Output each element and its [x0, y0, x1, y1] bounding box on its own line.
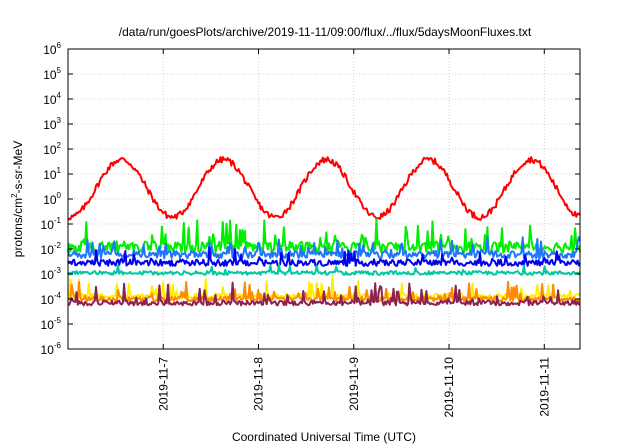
y-label-superscript: 2 — [10, 193, 19, 198]
y-tick-label: 10-3 — [41, 266, 62, 282]
y-tick-label: 10-1 — [41, 216, 62, 232]
flux-series-line — [67, 156, 581, 222]
y-axis-label: protons/cm2-s-sr-MeV — [10, 141, 25, 257]
x-tick-label: 2019-11-10 — [442, 357, 456, 418]
y-tick-label: 10-4 — [41, 291, 62, 307]
flux-series-line — [67, 263, 581, 276]
y-tick-label: 101 — [43, 166, 61, 182]
x-axis-label: Coordinated Universal Time (UTC) — [232, 430, 416, 444]
flux-series-line — [67, 236, 581, 260]
flux-series-line — [67, 281, 581, 307]
y-tick-label: 10-5 — [41, 316, 62, 332]
y-tick-label: 10-6 — [41, 341, 62, 357]
y-tick-label: 10-2 — [41, 241, 62, 257]
chart-title: /data/run/goesPlots/archive/2019-11-11/0… — [119, 25, 532, 39]
flux-series-line — [67, 246, 581, 267]
y-label-prefix: protons/cm — [11, 198, 25, 257]
y-tick-label: 103 — [43, 116, 61, 132]
x-tick-label: 2019-11-9 — [347, 357, 361, 411]
y-tick-label: 100 — [43, 191, 61, 207]
x-axis: 2019-11-7 2019-11-8 2019-11-9 2019-11-10 201… — [156, 49, 551, 418]
y-tick-label: 105 — [43, 66, 61, 82]
x-tick-label: 2019-11-11 — [537, 357, 551, 417]
series-layer — [67, 156, 581, 307]
y-tick-label: 102 — [43, 141, 61, 157]
x-tick-label: 2019-11-8 — [252, 357, 266, 411]
y-axis: 106 105 104 103 102 101 100 10-1 10-2 10-3 10-4 10-… — [41, 41, 580, 357]
y-tick-label: 106 — [43, 41, 61, 57]
y-tick-label: 104 — [43, 91, 61, 107]
y-label-suffix: -s-sr-MeV — [11, 141, 25, 194]
x-tick-label: 2019-11-7 — [156, 357, 170, 411]
flux-series-line — [67, 218, 581, 254]
